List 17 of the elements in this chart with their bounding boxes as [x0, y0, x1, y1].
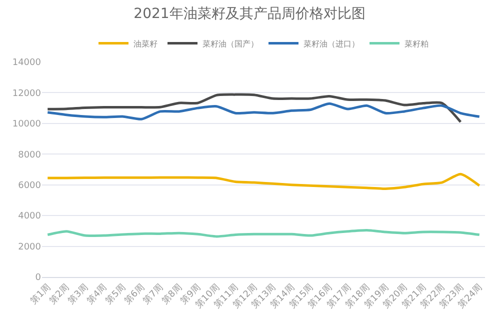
y-tick-label: 10000	[12, 120, 42, 130]
line-series	[46, 93, 462, 124]
y-tick-label: 12000	[12, 88, 42, 99]
line-series	[46, 229, 481, 238]
y-tick-label: 2000	[18, 242, 42, 252]
line-series	[46, 172, 481, 190]
chart-title: 2021年油菜籽及其产品周价格对比图	[134, 6, 366, 22]
legend-label: 菜籽油（进口）	[304, 39, 360, 48]
y-tick-label: 0	[35, 273, 42, 284]
y-tick-label: 4000	[18, 212, 42, 222]
y-tick-label: 14000	[12, 58, 42, 68]
y-tick-label: 6000	[18, 181, 42, 192]
legend-label: 菜籽油（国产）	[202, 39, 258, 48]
legend-label: 菜籽粕	[404, 39, 428, 48]
y-tick-label: 8000	[18, 150, 42, 160]
line-series	[46, 102, 481, 120]
legend-label: 油菜籽	[134, 39, 158, 48]
